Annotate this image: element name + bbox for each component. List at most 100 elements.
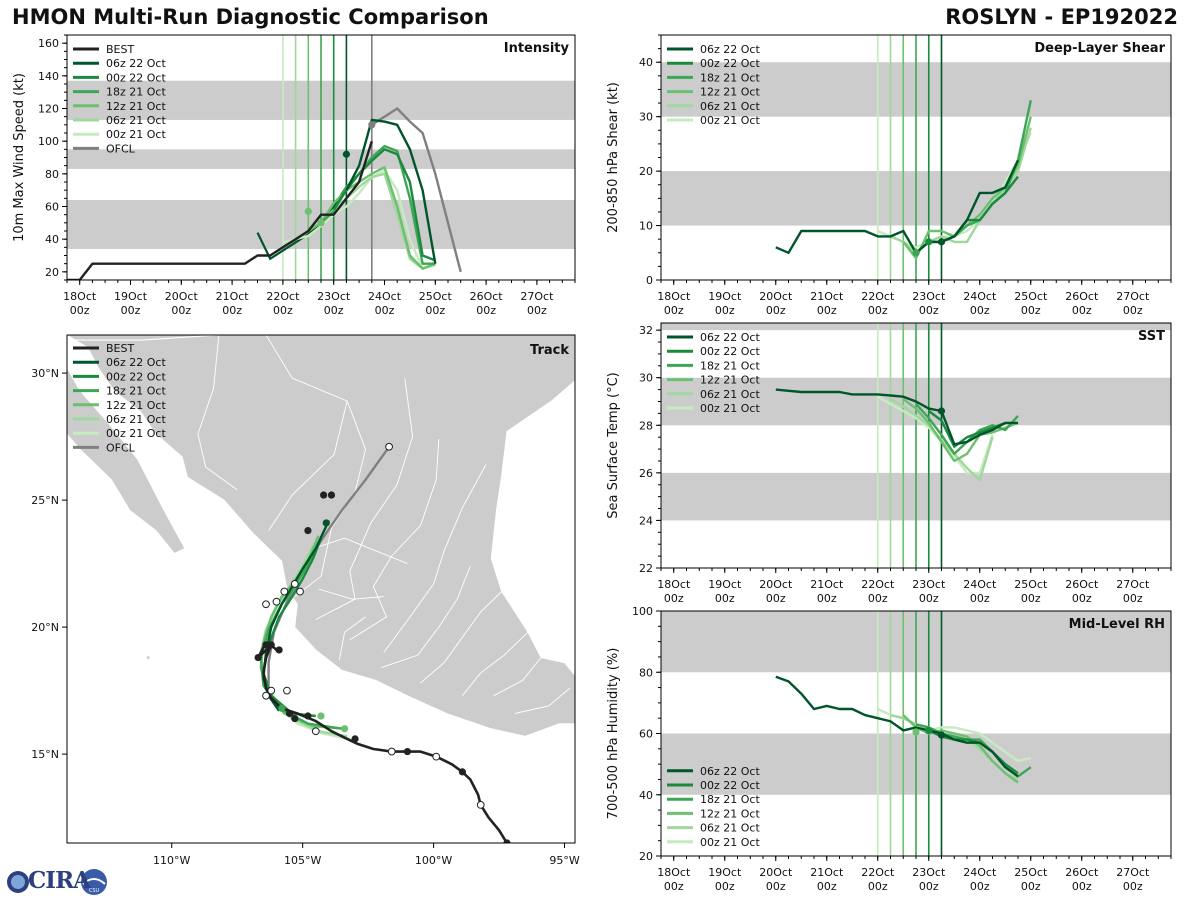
y-tick-label: 10 <box>639 220 653 233</box>
state-border <box>462 631 529 696</box>
track-marker-closed <box>403 747 412 756</box>
plot-area <box>661 35 1171 280</box>
track-marker-closed <box>285 709 294 718</box>
x-tick-label-hour: 00z <box>868 880 888 893</box>
x-tick-label-hour: 00z <box>121 304 141 317</box>
track-marker-open <box>267 686 276 695</box>
x-tick-label-date: 21Oct <box>810 866 844 879</box>
track-marker-closed <box>291 714 299 723</box>
x-tick-label-date: 22Oct <box>861 290 895 303</box>
plot-area <box>661 323 1171 568</box>
x-tick-label-hour: 00z <box>970 880 990 893</box>
data-marker <box>912 728 920 736</box>
y-tick-label: 28 <box>639 419 653 432</box>
map-area <box>67 335 575 843</box>
data-marker <box>937 238 946 246</box>
y-tick-label: 100 <box>38 135 59 148</box>
y-tick-label: 100 <box>632 605 653 618</box>
track-marker-open <box>262 600 270 609</box>
x-tick-label-date: 19Oct <box>708 290 742 303</box>
x-tick-label-date: 20Oct <box>759 578 793 591</box>
panel-title: Deep-Layer Shear <box>1034 41 1165 56</box>
y-tick-label: 80 <box>639 666 653 679</box>
x-tick-label-hour: 00z <box>919 304 939 317</box>
track-marker-closed <box>304 526 312 535</box>
x-tick-label-date: 26Oct <box>1065 290 1099 303</box>
track-marker-open <box>272 597 281 606</box>
legend-label: 00z 22 Oct <box>106 71 166 84</box>
x-tick-label-hour: 00z <box>766 880 786 893</box>
x-tick-label-date: 22Oct <box>266 290 300 303</box>
legend-label: 18z 21 Oct <box>106 385 166 398</box>
legend-label: 00z 22 Oct <box>700 345 760 358</box>
track-marker-open <box>432 752 441 761</box>
state-border <box>420 591 503 684</box>
x-tick-label-date: 23Oct <box>912 290 946 303</box>
lat-tick-label: 30°N <box>31 367 59 380</box>
y-axis-label: Sea Surface Temp (°C) <box>606 372 621 519</box>
data-marker <box>368 121 376 129</box>
x-tick-label-hour: 00z <box>868 304 888 317</box>
cira-logo: CSU CIRA <box>4 866 108 898</box>
x-tick-label-hour: 00z <box>1072 304 1092 317</box>
panel-shear: 01020304018Oct00z19Oct00z20Oct00z21Oct00… <box>606 34 1172 317</box>
data-marker <box>925 238 933 246</box>
y-axis-label: 700-500 hPa Humidity (%) <box>606 648 621 820</box>
plot-area <box>67 35 575 280</box>
series-line-12z-21-oct <box>902 714 1019 784</box>
series-line-12z-21-oct <box>307 166 436 270</box>
y-axis-label: 10m Max Wind Speed (kt) <box>12 73 27 242</box>
lat-tick-label: 15°N <box>31 748 59 761</box>
panel-title: Track <box>530 343 569 358</box>
y-tick-label: 60 <box>639 728 653 741</box>
x-tick-label-hour: 00z <box>817 592 837 605</box>
state-border <box>493 657 542 697</box>
y-tick-label: 120 <box>38 103 59 116</box>
y-tick-label: 40 <box>639 56 653 69</box>
legend-label: 00z 21 Oct <box>106 427 166 440</box>
x-tick-label-date: 20Oct <box>165 290 199 303</box>
series-line-06z-22-oct <box>775 675 1019 778</box>
y-axis-label: 200-850 hPa Shear (kt) <box>606 82 621 233</box>
legend-label: OFCL <box>106 142 136 155</box>
figure-title: HMON Multi-Run Diagnostic Comparison <box>12 5 489 29</box>
series-line-06z-22-oct <box>775 388 1018 446</box>
x-tick-label-hour: 00z <box>1123 592 1143 605</box>
y-tick-label: 22 <box>639 562 653 575</box>
legend-label: 18z 21 Oct <box>700 359 760 372</box>
x-tick-label-date: 25Oct <box>1014 866 1048 879</box>
track-marker-open <box>262 691 270 700</box>
x-tick-label-date: 24Oct <box>963 290 997 303</box>
y-tick-label: 30 <box>639 372 653 385</box>
track-line-00z-22-oct <box>262 537 323 718</box>
x-tick-label-hour: 00z <box>970 592 990 605</box>
x-tick-label-hour: 00z <box>1123 880 1143 893</box>
logo-graphic: CSU <box>7 869 107 895</box>
legend-label: 12z 21 Oct <box>106 100 166 113</box>
track-marker-closed <box>262 641 270 649</box>
x-tick-label-date: 24Oct <box>368 290 402 303</box>
lat-tick-label: 25°N <box>31 494 59 507</box>
legend-label: 00z 21 Oct <box>700 402 760 415</box>
y-tick-label: 20 <box>639 165 653 178</box>
legend-label: 12z 21 Oct <box>700 807 760 820</box>
x-tick-label-hour: 00z <box>425 304 445 317</box>
x-tick-label-date: 21Oct <box>810 290 844 303</box>
panel-title: Intensity <box>504 41 570 56</box>
legend-label: 06z 21 Oct <box>106 114 166 127</box>
legend-label: 00z 21 Oct <box>106 128 166 141</box>
state-border <box>514 687 571 714</box>
us-border <box>67 335 219 341</box>
legend-label: OFCL <box>106 441 136 454</box>
track-marker-closed <box>351 735 359 743</box>
land-island <box>146 656 150 660</box>
x-tick-label-hour: 00z <box>766 592 786 605</box>
lat-tick-label: 20°N <box>31 621 59 634</box>
x-tick-label-date: 18Oct <box>657 866 691 879</box>
legend-label: 06z 21 Oct <box>700 822 760 835</box>
data-marker <box>937 731 946 739</box>
legend-label: 18z 21 Oct <box>106 86 166 99</box>
x-tick-label-date: 19Oct <box>114 290 148 303</box>
x-tick-label-hour: 00z <box>375 304 395 317</box>
legend-label: 00z 22 Oct <box>106 370 166 383</box>
